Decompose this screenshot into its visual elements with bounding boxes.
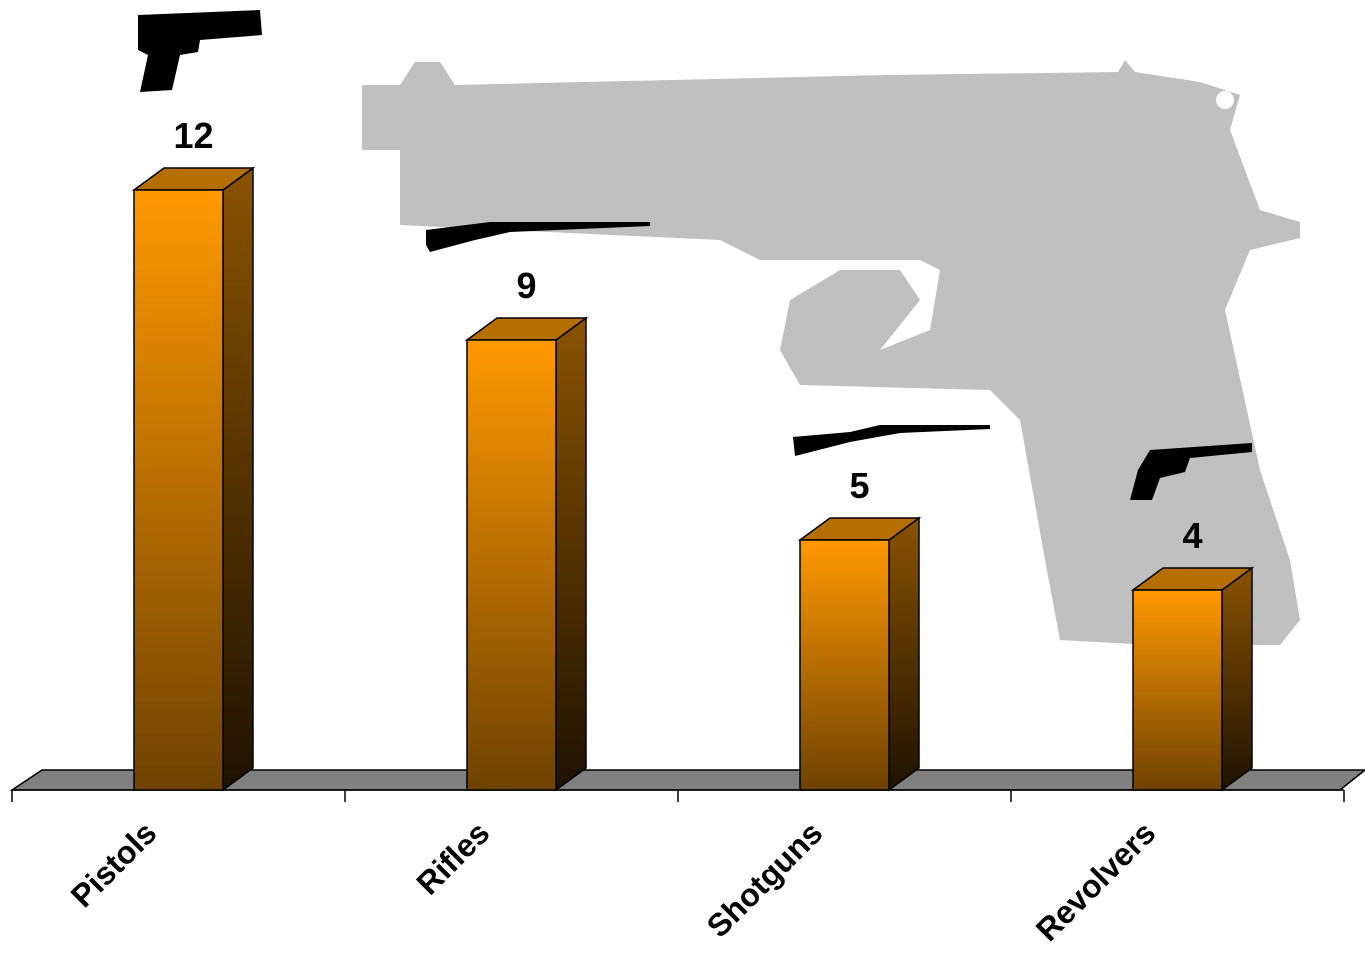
- bar: [797, 516, 922, 792]
- shotgun-icon: [793, 425, 990, 456]
- background-pistol-hole: [1216, 91, 1234, 109]
- bar-front: [133, 189, 224, 791]
- bar: [131, 166, 256, 792]
- value-label: 9: [516, 265, 536, 306]
- bar-front: [1132, 589, 1223, 791]
- rifle-icon: [426, 222, 650, 252]
- value-label: 4: [1182, 515, 1202, 556]
- bar: [1130, 566, 1255, 792]
- x-tick-label: Pistols: [64, 814, 164, 914]
- value-label: 12: [173, 115, 213, 156]
- bar-side: [1221, 566, 1253, 792]
- value-label: 5: [849, 465, 869, 506]
- x-tick-label: Shotguns: [700, 814, 830, 944]
- background-pistol: [362, 60, 1300, 645]
- bar-side: [222, 166, 254, 792]
- x-tick-label: Revolvers: [1029, 814, 1163, 948]
- x-tick-label: Rifles: [409, 814, 496, 901]
- pistol-icon: [138, 10, 262, 92]
- bar: [464, 316, 589, 792]
- bar-side: [555, 316, 587, 792]
- bar-side: [888, 516, 920, 792]
- bar-front: [466, 339, 557, 791]
- revolver-icon: [1130, 443, 1252, 500]
- bar-front: [799, 539, 890, 791]
